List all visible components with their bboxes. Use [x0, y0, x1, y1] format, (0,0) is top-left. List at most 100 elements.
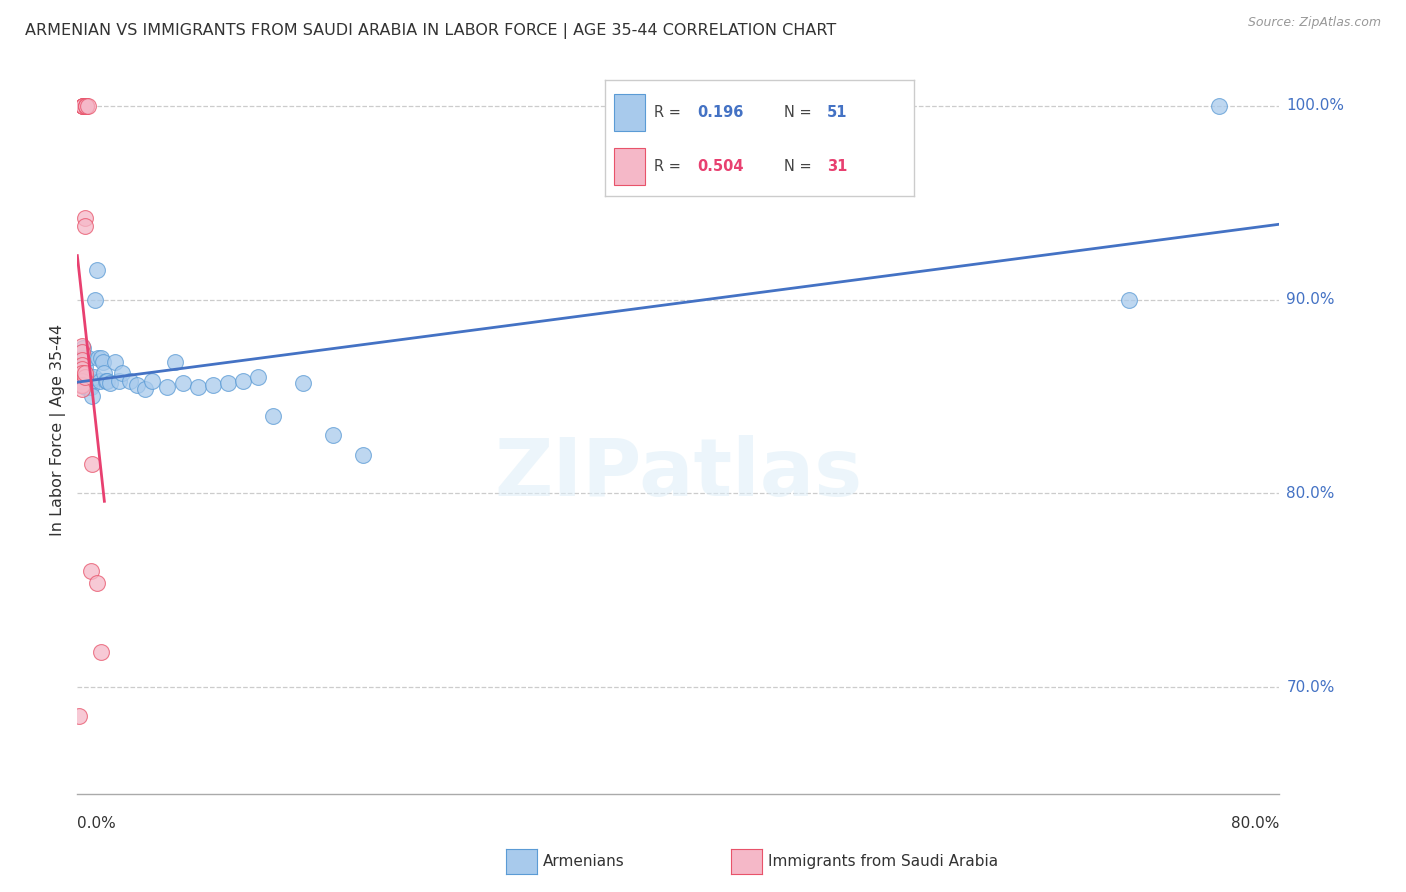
Point [72, 98, 94, 112]
Point [93, 366, 115, 380]
Point [69, 366, 91, 380]
Point [79, 370, 101, 384]
Point [70, 377, 93, 392]
Point [70, 352, 93, 367]
Point [141, 374, 163, 388]
Point [89, 374, 111, 388]
Point [70, 362, 93, 376]
Point [111, 366, 134, 380]
Point [86, 575, 108, 590]
Point [104, 354, 127, 368]
Point [84, 293, 107, 307]
Text: 0.504: 0.504 [697, 159, 744, 174]
Text: ARMENIAN VS IMMIGRANTS FROM SAUDI ARABIA IN LABOR FORCE | AGE 35-44 CORRELATION : ARMENIAN VS IMMIGRANTS FROM SAUDI ARABIA… [25, 23, 837, 39]
Point [73, 351, 96, 365]
Point [90, 351, 112, 365]
Text: 90.0%: 90.0% [1286, 292, 1334, 307]
Point [217, 376, 239, 390]
Text: 100.0%: 100.0% [1286, 98, 1344, 113]
Point [76, 351, 98, 365]
Point [94, 374, 117, 388]
Point [118, 374, 141, 388]
Text: 80.0%: 80.0% [1286, 486, 1334, 501]
Point [73, 219, 96, 233]
Point [100, 376, 122, 390]
Point [127, 377, 149, 392]
Point [82, 389, 104, 403]
Point [70, 344, 93, 359]
Point [1208, 98, 1230, 112]
Point [75, 374, 97, 388]
Point [86, 263, 108, 277]
Point [82, 458, 104, 472]
Text: Immigrants from Saudi Arabia: Immigrants from Saudi Arabia [768, 855, 998, 869]
Point [73, 370, 96, 384]
Point [72, 351, 94, 365]
Point [80, 374, 103, 388]
Point [70, 377, 93, 392]
Text: N =: N = [785, 105, 811, 120]
Point [70, 359, 93, 373]
Point [72, 98, 94, 112]
Point [134, 382, 156, 396]
Point [80, 380, 103, 394]
Point [73, 211, 96, 226]
Point [76, 98, 98, 112]
Point [291, 376, 314, 390]
Bar [614, 95, 645, 131]
Point [72, 98, 94, 112]
Point [73, 380, 96, 394]
Point [72, 341, 94, 355]
Point [80, 564, 103, 578]
Point [70, 374, 93, 388]
Point [72, 98, 94, 112]
Point [322, 428, 344, 442]
Point [72, 360, 94, 375]
Text: 51: 51 [827, 105, 848, 120]
Text: N =: N = [785, 159, 811, 174]
Point [83, 370, 105, 384]
Point [70, 339, 93, 353]
Text: 0.0%: 0.0% [77, 816, 117, 830]
Point [75, 98, 97, 112]
Point [90, 645, 112, 659]
Text: 31: 31 [827, 159, 848, 174]
Text: ZIPatlas: ZIPatlas [495, 435, 862, 513]
Point [163, 354, 186, 368]
Point [87, 351, 110, 365]
Text: 80.0%: 80.0% [1232, 816, 1279, 830]
Point [108, 374, 131, 388]
Point [352, 448, 374, 462]
Text: Armenians: Armenians [543, 855, 624, 869]
Point [67, 709, 90, 723]
Point [96, 374, 118, 388]
Y-axis label: In Labor Force | Age 35-44: In Labor Force | Age 35-44 [51, 325, 66, 536]
Point [76, 380, 98, 394]
Point [201, 377, 224, 392]
Point [69, 370, 91, 384]
Point [232, 374, 254, 388]
Point [75, 380, 97, 394]
Point [70, 382, 93, 396]
Point [156, 380, 179, 394]
Point [69, 377, 91, 392]
Point [76, 374, 98, 388]
Point [73, 370, 96, 384]
Point [172, 376, 194, 390]
Point [75, 370, 97, 384]
Point [70, 366, 93, 380]
Text: R =: R = [654, 105, 681, 120]
Text: 0.196: 0.196 [697, 105, 744, 120]
Text: R =: R = [654, 159, 681, 174]
Point [186, 380, 209, 394]
Point [75, 98, 97, 112]
Point [262, 409, 284, 423]
Point [1118, 293, 1140, 307]
Point [91, 354, 114, 368]
Point [73, 366, 96, 380]
Point [79, 380, 101, 394]
Point [75, 98, 97, 112]
Text: 70.0%: 70.0% [1286, 680, 1334, 695]
Point [246, 370, 269, 384]
Point [70, 351, 93, 365]
